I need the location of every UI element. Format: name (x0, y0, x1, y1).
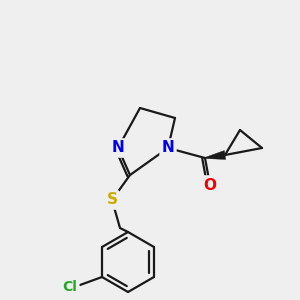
Text: S: S (106, 193, 118, 208)
Text: Cl: Cl (63, 280, 77, 294)
Text: O: O (203, 178, 217, 193)
Polygon shape (205, 151, 226, 160)
Text: N: N (162, 140, 174, 155)
Text: N: N (112, 140, 124, 155)
